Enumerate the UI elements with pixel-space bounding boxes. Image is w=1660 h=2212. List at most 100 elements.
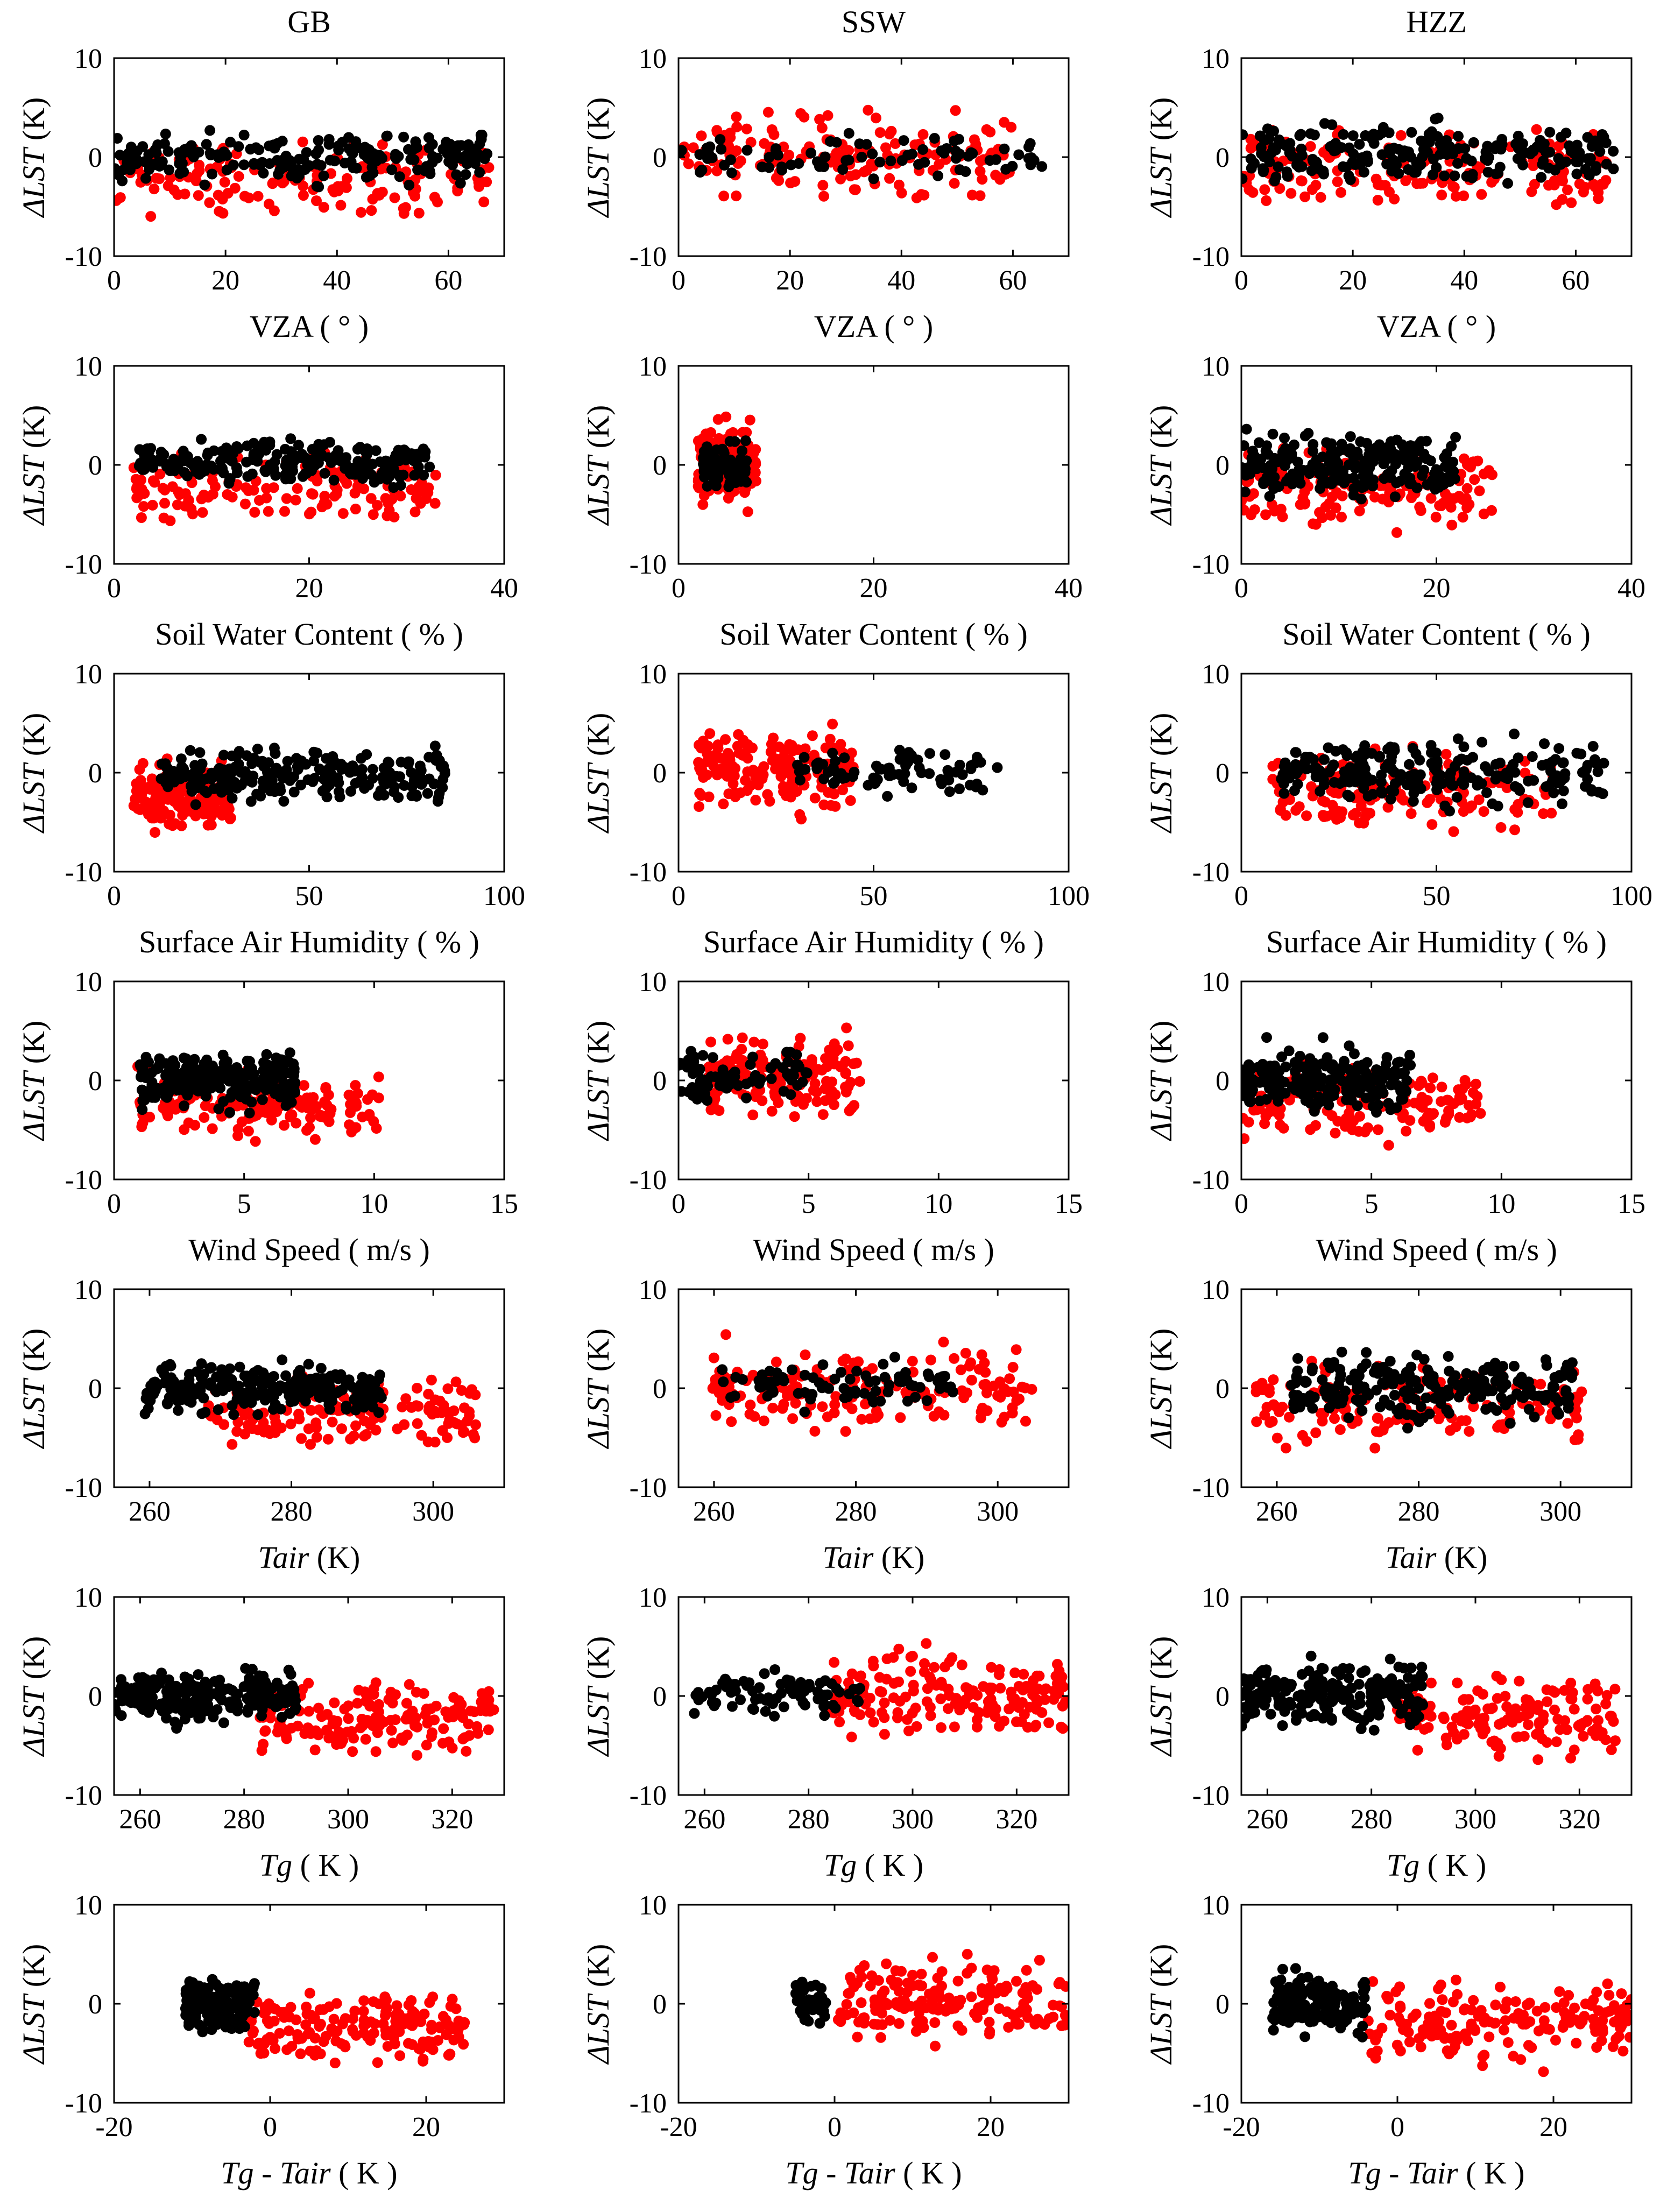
- data-point-black: [313, 446, 324, 457]
- data-point-black: [1323, 1099, 1334, 1111]
- data-point-black: [1381, 158, 1393, 169]
- data-point-black: [1241, 173, 1248, 185]
- data-point-red: [130, 474, 142, 485]
- y-tick-label: 0: [88, 143, 102, 173]
- data-point-black: [874, 157, 886, 168]
- data-point-red: [1383, 1417, 1394, 1428]
- data-point-black: [342, 1376, 353, 1388]
- data-point-red: [183, 805, 194, 817]
- data-point-black: [429, 740, 441, 752]
- data-point-red: [949, 178, 960, 189]
- data-point-black: [870, 777, 881, 788]
- data-point-black: [377, 468, 387, 479]
- data-point-red: [966, 189, 978, 201]
- data-point-black: [140, 173, 151, 184]
- data-point-black: [747, 1051, 758, 1063]
- data-point-red: [748, 1036, 760, 1048]
- data-point-black: [1446, 441, 1457, 452]
- x-tick-label: 20: [1423, 573, 1451, 604]
- data-point-black: [1348, 149, 1359, 160]
- data-point-black: [741, 1092, 752, 1104]
- data-point-black: [737, 1374, 748, 1385]
- points-swc-hzz: [1241, 423, 1497, 538]
- data-point-red: [1011, 1344, 1022, 1355]
- data-point-black: [1452, 158, 1463, 169]
- data-point-red: [173, 486, 184, 498]
- x-tick-label: 0: [107, 265, 121, 296]
- y-axis-label: ΔLST (K): [581, 1021, 616, 1142]
- y-axis-label: ΔLST (K): [581, 97, 616, 218]
- data-point-black: [169, 1387, 180, 1398]
- data-point-black: [267, 1380, 278, 1391]
- x-tick-label: 0: [672, 881, 686, 911]
- data-point-red: [199, 1112, 210, 1123]
- data-point-black: [374, 1389, 385, 1401]
- data-point-red: [1470, 1078, 1481, 1090]
- data-point-black: [161, 1092, 173, 1103]
- data-point-red: [757, 773, 768, 785]
- data-point-red: [731, 111, 742, 123]
- data-point-red: [1469, 474, 1480, 485]
- data-point-black: [1409, 461, 1421, 472]
- data-point-red: [1598, 179, 1609, 190]
- data-point-black: [1394, 476, 1405, 487]
- data-point-black: [1477, 737, 1488, 748]
- data-point-red: [1400, 175, 1411, 186]
- data-point-black: [347, 148, 358, 159]
- data-point-black: [1255, 454, 1267, 465]
- data-point-red: [464, 1410, 475, 1422]
- data-point-black: [771, 1367, 782, 1379]
- data-point-red: [1369, 1443, 1381, 1454]
- data-point-red: [169, 818, 181, 829]
- data-point-black: [381, 131, 392, 142]
- data-point-black: [1036, 161, 1048, 172]
- data-point-black: [1268, 125, 1279, 137]
- data-point-black: [194, 747, 206, 758]
- data-point-black: [1318, 168, 1329, 180]
- data-point-black: [201, 1076, 213, 1087]
- data-point-red: [1453, 1084, 1464, 1096]
- data-point-black: [114, 133, 123, 144]
- data-point-black: [1330, 746, 1341, 757]
- data-point-red: [1457, 512, 1468, 523]
- data-point-red: [416, 485, 427, 497]
- data-point-black: [310, 148, 322, 159]
- data-point-black: [896, 1376, 908, 1388]
- x-axis-label-plain: Soil Water Content ( % ): [719, 617, 1028, 652]
- data-point-black: [1283, 1045, 1295, 1056]
- data-point-red: [1509, 804, 1521, 815]
- data-point-black: [1379, 473, 1390, 484]
- data-point-red: [1261, 1402, 1273, 1413]
- data-point-black: [296, 1372, 308, 1383]
- data-point-black: [1410, 783, 1422, 795]
- data-point-black: [455, 178, 466, 189]
- data-point-black: [1264, 491, 1275, 502]
- data-point-red: [1593, 187, 1604, 198]
- data-point-black: [1290, 1066, 1301, 1077]
- data-point-black: [185, 780, 196, 791]
- data-point-black: [945, 1381, 956, 1393]
- data-point-black: [227, 793, 238, 804]
- data-point-black: [1439, 452, 1450, 463]
- data-point-black: [1344, 791, 1355, 803]
- data-point-black: [358, 1402, 370, 1413]
- data-point-red: [1328, 806, 1339, 817]
- data-point-black: [257, 1094, 268, 1105]
- data-point-black: [273, 168, 284, 180]
- y-tick-label: 0: [653, 450, 667, 481]
- data-point-black: [416, 779, 427, 790]
- data-point-red: [1007, 1402, 1018, 1414]
- data-point-red: [457, 1427, 469, 1438]
- x-tick-label: 0: [107, 881, 121, 911]
- x-axis-label: Surface Air Humidity ( % ): [1266, 924, 1607, 959]
- data-point-black: [253, 144, 265, 156]
- data-point-red: [817, 180, 829, 191]
- data-point-red: [766, 124, 778, 135]
- data-point-red: [239, 190, 250, 202]
- data-point-black: [867, 149, 878, 159]
- data-point-red: [1478, 468, 1489, 479]
- data-point-red: [1315, 192, 1326, 203]
- x-tick-label: 10: [924, 1189, 952, 1219]
